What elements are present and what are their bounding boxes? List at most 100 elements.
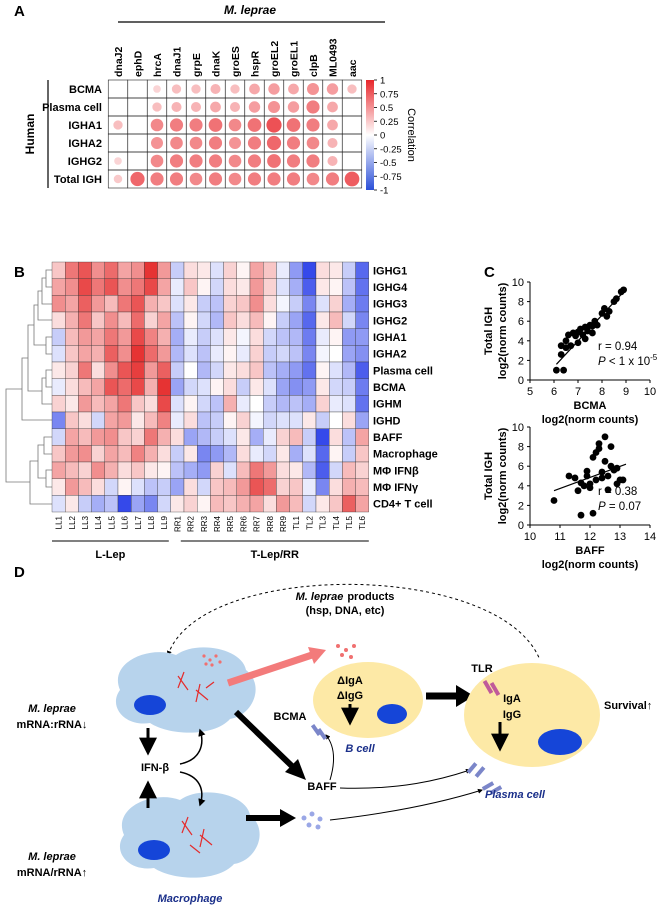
- heat-cell: [144, 378, 158, 396]
- heat-cell: [289, 361, 303, 379]
- heat-cell: [329, 361, 343, 379]
- heat-cell: [117, 295, 132, 313]
- heat-cell: [51, 345, 66, 363]
- heat-cell: [302, 461, 317, 479]
- heat-cell: [117, 428, 132, 446]
- correlation-circle: [306, 82, 320, 96]
- heat-cell: [263, 345, 277, 363]
- heat-cell: [157, 395, 171, 413]
- products-text: products: [347, 591, 394, 603]
- heat-cell: [157, 461, 171, 479]
- heat-cell: [342, 278, 356, 296]
- column-label: LL2: [68, 515, 77, 529]
- heat-cell: [104, 261, 119, 279]
- point: [581, 335, 589, 343]
- heat-cell: [91, 395, 105, 413]
- arrow-head: [308, 647, 326, 664]
- heat-cell: [249, 378, 264, 396]
- column-label: LL4: [94, 515, 103, 529]
- heat-cell: [302, 378, 317, 396]
- heat-cell: [117, 378, 132, 396]
- ig-label: ΔIgA: [337, 675, 363, 687]
- correlation-circle: [347, 84, 357, 94]
- point: [607, 443, 615, 450]
- heat-cell: [183, 261, 198, 279]
- heat-cell: [197, 295, 211, 313]
- column-label: RR7: [253, 515, 262, 532]
- heat-cell: [65, 411, 79, 429]
- heat-cell: [342, 461, 356, 479]
- cell: [341, 133, 363, 153]
- heat-cell: [51, 445, 66, 463]
- heat-cell: [329, 478, 343, 496]
- x-tick-label: 5: [527, 386, 533, 398]
- heat-cell: [289, 378, 303, 396]
- x-tick-label: 10: [524, 531, 536, 543]
- column-label: hspR: [250, 50, 262, 77]
- heat-cell: [183, 295, 198, 313]
- heat-cell: [329, 295, 343, 313]
- heat-cell: [91, 478, 105, 496]
- heat-cell: [131, 478, 145, 496]
- heat-cell: [210, 295, 224, 313]
- column-label: LL6: [121, 515, 130, 529]
- heat-cell: [51, 361, 66, 379]
- baff-particles: [301, 811, 323, 830]
- heat-cell: [236, 395, 251, 413]
- heat-cell: [289, 495, 303, 513]
- b-cell-label: B cell: [345, 743, 375, 755]
- heat-cell: [131, 395, 145, 413]
- heat-cell: [117, 411, 132, 429]
- point: [592, 476, 600, 484]
- heat-cell: [263, 278, 277, 296]
- heat-cell: [289, 395, 303, 413]
- column-label: RR1: [173, 515, 182, 532]
- heat-cell: [144, 495, 158, 513]
- correlation-circle: [247, 118, 262, 132]
- heat-cell: [315, 311, 330, 329]
- colorbar-tick-label: 0: [380, 131, 385, 142]
- heat-cell: [223, 311, 237, 329]
- baff-label: BAFF: [307, 781, 337, 793]
- heat-cell: [170, 295, 185, 313]
- heat-cell: [170, 445, 185, 463]
- heat-cell: [289, 261, 303, 279]
- heat-cell: [289, 411, 303, 429]
- heat-cell: [157, 411, 171, 429]
- heat-cell: [170, 378, 185, 396]
- heat-cell: [51, 328, 66, 346]
- plasma-cell: [464, 663, 600, 767]
- correlation-circle: [286, 172, 301, 186]
- column-label: dnaJ1: [172, 46, 184, 77]
- heat-cell: [65, 361, 79, 379]
- y-tick-label: 0: [518, 520, 524, 532]
- correlation-circle: [169, 118, 184, 132]
- heat-cell: [236, 411, 251, 429]
- heat-cell: [315, 495, 330, 513]
- heat-cell: [157, 278, 171, 296]
- correlation-circle: [229, 101, 241, 113]
- correlation-circle: [326, 83, 339, 95]
- heat-cell: [183, 378, 198, 396]
- correlation-circle: [114, 157, 122, 165]
- heat-cell: [236, 311, 251, 329]
- correlation-circle: [286, 136, 301, 150]
- heat-cell: [223, 278, 237, 296]
- annotation-part: r = 0.94: [598, 341, 638, 353]
- correlation-circle: [150, 154, 164, 168]
- heat-cell: [342, 395, 356, 413]
- heat-cell: [355, 428, 369, 446]
- annotation-part: -5: [650, 353, 658, 362]
- column-label: TL1: [292, 515, 301, 529]
- heat-cell: [170, 461, 185, 479]
- heat-cell: [104, 328, 119, 346]
- heat-cell: [236, 378, 251, 396]
- heat-cell: [170, 428, 185, 446]
- heat-cell: [236, 461, 251, 479]
- heat-cell: [236, 295, 251, 313]
- y-tick-label: 10: [512, 422, 524, 434]
- heat-cell: [210, 278, 224, 296]
- heat-cell: [51, 378, 66, 396]
- heat-cell: [329, 428, 343, 446]
- heat-cell: [157, 311, 171, 329]
